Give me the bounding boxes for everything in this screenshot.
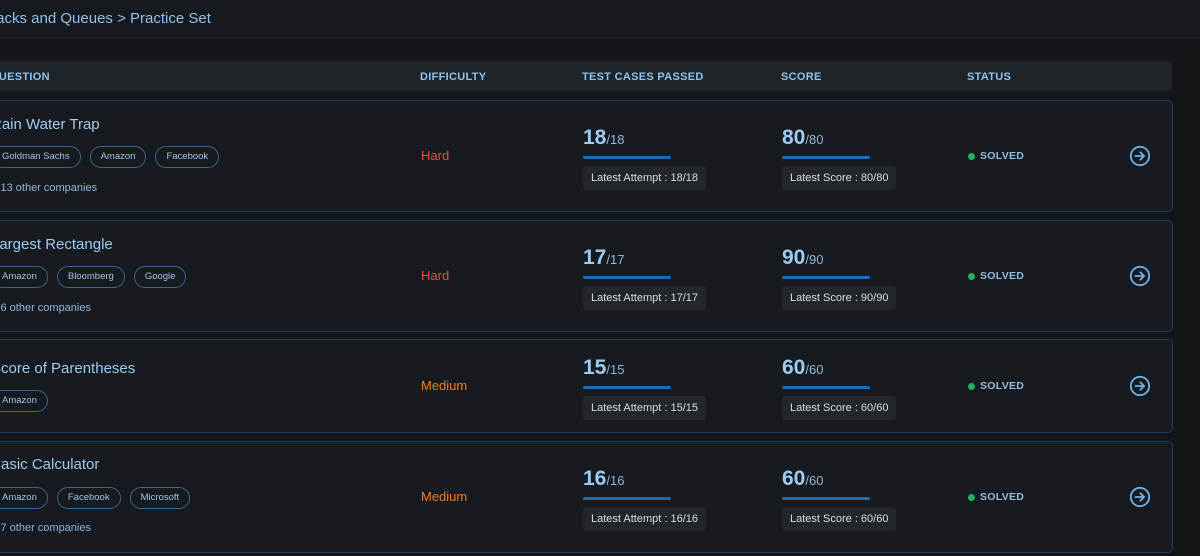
- company-tag[interactable]: Bloomberg: [56, 266, 125, 288]
- company-tag[interactable]: Amazon: [0, 266, 48, 288]
- latest-score-chip: Latest Score : 60/60: [782, 396, 897, 420]
- company-tag[interactable]: Facebook: [155, 146, 220, 168]
- status-indicator: SOLVED: [968, 150, 1024, 162]
- tests-passed-value: 16: [583, 467, 607, 490]
- difficulty-label: Hard: [421, 268, 450, 283]
- latest-attempt-chip: Latest Attempt : 16/16: [583, 507, 707, 531]
- status-label: SOLVED: [980, 270, 1025, 282]
- question-title[interactable]: Rain Water Trap: [0, 116, 100, 133]
- tests-total-value: /17: [606, 252, 625, 267]
- question-title[interactable]: Basic Calculator: [0, 456, 100, 473]
- tests-total-value: /16: [606, 473, 625, 488]
- score-value: 90: [782, 246, 806, 269]
- question-title[interactable]: Score of Parentheses: [0, 360, 136, 377]
- score-count: 90/90: [782, 246, 823, 270]
- tests-progress-bar: [583, 276, 671, 279]
- score-value: 80: [782, 126, 806, 149]
- other-companies-link[interactable]: + 6 other companies: [0, 302, 91, 314]
- company-tag[interactable]: Amazon: [0, 487, 48, 509]
- table-row[interactable]: Largest Rectangle Amazon Bloomberg Google + …: [0, 220, 1173, 332]
- status-indicator: SOLVED: [968, 491, 1024, 503]
- score-progress-bar: [782, 276, 870, 279]
- tests-passed-count: 18/18: [583, 126, 624, 150]
- company-tag[interactable]: Microsoft: [129, 487, 191, 509]
- arrow-right-circle-icon[interactable]: [1129, 145, 1151, 167]
- tests-passed-count: 17/17: [583, 246, 624, 270]
- column-header-difficulty: DIFFICULTY: [420, 71, 487, 83]
- other-companies-link[interactable]: + 13 other companies: [0, 182, 98, 194]
- column-header-status: STATUS: [967, 71, 1012, 83]
- tests-passed-value: 15: [583, 356, 607, 379]
- tests-passed-value: 17: [583, 246, 607, 269]
- tests-passed-count: 15/15: [583, 356, 624, 380]
- company-tag[interactable]: Goldman Sachs: [0, 146, 81, 168]
- table-row[interactable]: Basic Calculator Amazon Facebook Microsoft +…: [0, 441, 1173, 553]
- tests-progress-bar: [583, 497, 671, 500]
- latest-score-chip: Latest Score : 60/60: [782, 507, 897, 531]
- table-row[interactable]: Score of Parentheses Amazon Medium 15/15 Lat…: [0, 339, 1173, 433]
- latest-attempt-chip: Latest Attempt : 17/17: [583, 286, 707, 310]
- company-tag[interactable]: Amazon: [89, 146, 147, 168]
- table-row[interactable]: Rain Water Trap Goldman Sachs Amazon Facebo…: [0, 100, 1173, 212]
- score-total-value: /80: [805, 132, 824, 147]
- tests-passed-count: 16/16: [583, 467, 624, 491]
- top-bar: Stacks and Queues > Practice Set: [0, 0, 1200, 39]
- status-indicator: SOLVED: [968, 270, 1024, 282]
- arrow-right-circle-icon[interactable]: [1129, 375, 1151, 397]
- difficulty-label: Hard: [421, 148, 450, 163]
- score-total-value: /60: [805, 473, 824, 488]
- question-title[interactable]: Largest Rectangle: [0, 236, 113, 253]
- column-header-tests: TEST CASES PASSED: [582, 71, 704, 83]
- status-dot: [968, 382, 975, 390]
- score-total-value: /90: [805, 252, 824, 267]
- score-progress-bar: [782, 497, 870, 500]
- score-count: 60/60: [782, 467, 823, 491]
- score-value: 60: [782, 356, 806, 379]
- status-indicator: SOLVED: [968, 380, 1024, 392]
- score-value: 60: [782, 467, 806, 490]
- tests-total-value: /18: [606, 132, 625, 147]
- status-dot: [968, 272, 975, 280]
- status-dot: [968, 493, 975, 501]
- company-tags: Amazon: [0, 390, 48, 412]
- latest-attempt-chip: Latest Attempt : 18/18: [583, 166, 707, 190]
- difficulty-label: Medium: [421, 489, 468, 504]
- arrow-right-circle-icon[interactable]: [1129, 486, 1151, 508]
- column-header-question: QUESTION: [0, 71, 50, 83]
- arrow-right-circle-icon[interactable]: [1129, 265, 1151, 287]
- status-label: SOLVED: [980, 491, 1025, 503]
- status-dot: [968, 152, 975, 160]
- status-label: SOLVED: [980, 380, 1025, 392]
- company-tags: Amazon Facebook Microsoft: [0, 487, 191, 509]
- score-count: 60/60: [782, 356, 823, 380]
- difficulty-label: Medium: [421, 378, 468, 393]
- tests-progress-bar: [583, 156, 671, 159]
- table-header: QUESTION DIFFICULTY TEST CASES PASSED SC…: [0, 61, 1172, 91]
- score-progress-bar: [782, 156, 870, 159]
- other-companies-link[interactable]: + 7 other companies: [0, 522, 91, 534]
- latest-score-chip: Latest Score : 80/80: [782, 166, 897, 190]
- company-tags: Amazon Bloomberg Google: [0, 266, 187, 288]
- score-progress-bar: [782, 386, 870, 389]
- latest-attempt-chip: Latest Attempt : 15/15: [583, 396, 707, 420]
- company-tag[interactable]: Amazon: [0, 390, 48, 412]
- tests-total-value: /15: [606, 362, 625, 377]
- company-tags: Goldman Sachs Amazon Facebook: [0, 146, 220, 168]
- score-count: 80/80: [782, 126, 823, 150]
- breadcrumb[interactable]: Stacks and Queues > Practice Set: [0, 10, 211, 27]
- company-tag[interactable]: Google: [133, 266, 187, 288]
- company-tag[interactable]: Facebook: [56, 487, 121, 509]
- score-total-value: /60: [805, 362, 824, 377]
- column-header-score: SCORE: [781, 71, 822, 83]
- status-label: SOLVED: [980, 150, 1025, 162]
- latest-score-chip: Latest Score : 90/90: [782, 286, 897, 310]
- tests-passed-value: 18: [583, 126, 607, 149]
- tests-progress-bar: [583, 386, 671, 389]
